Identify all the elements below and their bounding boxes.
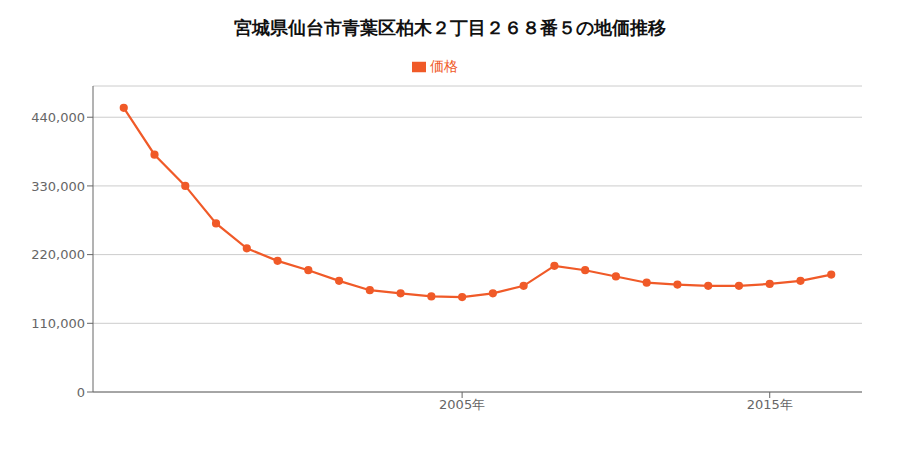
svg-text:330,000: 330,000 bbox=[31, 179, 85, 194]
svg-text:0: 0 bbox=[77, 385, 85, 400]
svg-text:2015年: 2015年 bbox=[747, 397, 793, 412]
svg-text:220,000: 220,000 bbox=[31, 247, 85, 262]
svg-text:2005年: 2005年 bbox=[439, 397, 485, 412]
svg-text:440,000: 440,000 bbox=[31, 110, 85, 125]
svg-text:110,000: 110,000 bbox=[31, 316, 85, 331]
html-text:宮城県仙台市青葉区柏木２丁目２６８番５の地価推移: 宮城県仙台市青葉区柏木２丁目２６８番５の地価推移 bbox=[234, 17, 666, 38]
html-text:価格: 価格 bbox=[430, 58, 458, 74]
